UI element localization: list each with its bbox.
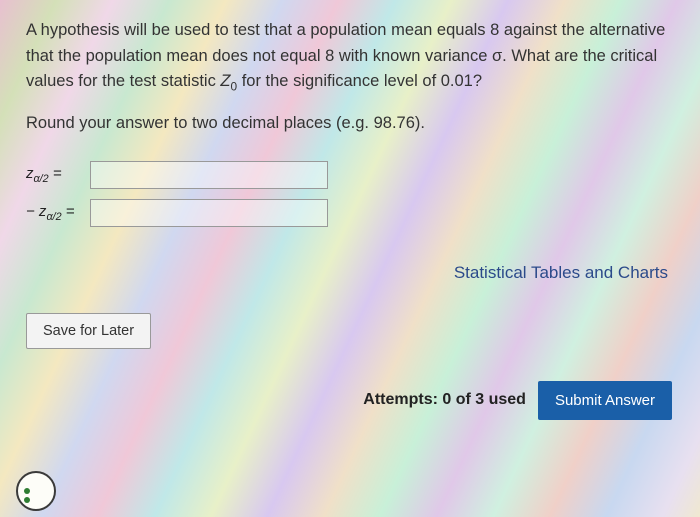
question-text: A hypothesis will be used to test that a… <box>26 18 678 96</box>
question-panel: A hypothesis will be used to test that a… <box>0 0 700 517</box>
input-row-z-negative: − zα/2 = <box>26 199 678 227</box>
bottom-row: Attempts: 0 of 3 used Submit Answer <box>26 381 678 420</box>
attempts-text: Attempts: 0 of 3 used <box>363 391 526 409</box>
assistant-avatar-icon[interactable] <box>16 471 56 511</box>
round-instruction: Round your answer to two decimal places … <box>26 114 678 133</box>
neg-z-alpha-half-label: − zα/2 = <box>26 203 90 223</box>
neg-z-alpha-half-input[interactable] <box>90 199 328 227</box>
stats-tables-link[interactable]: Statistical Tables and Charts <box>454 263 668 282</box>
input-row-z-positive: zα/2 = <box>26 161 678 189</box>
save-for-later-button[interactable]: Save for Later <box>26 313 151 349</box>
link-row: Statistical Tables and Charts <box>26 263 678 283</box>
z-alpha-half-label: zα/2 = <box>26 165 90 185</box>
submit-answer-button[interactable]: Submit Answer <box>538 381 672 420</box>
z-alpha-half-input[interactable] <box>90 161 328 189</box>
